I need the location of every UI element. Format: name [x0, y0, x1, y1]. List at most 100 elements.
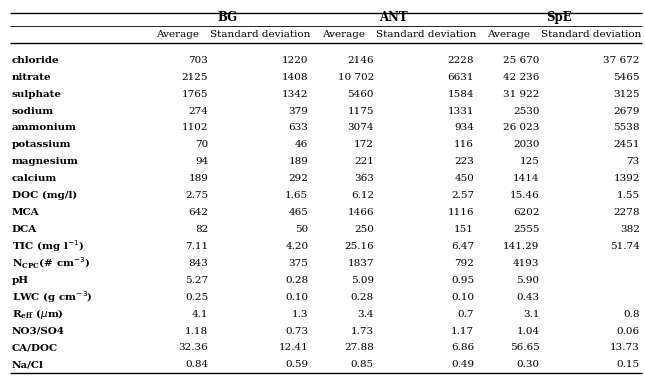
Text: 633: 633 [288, 123, 308, 133]
Text: 642: 642 [188, 208, 208, 217]
Text: 10 702: 10 702 [337, 73, 374, 82]
Text: 2228: 2228 [448, 56, 474, 65]
Text: 1116: 1116 [448, 208, 474, 217]
Text: 6.47: 6.47 [451, 242, 474, 251]
Text: 56.65: 56.65 [510, 344, 540, 352]
Text: 31 922: 31 922 [503, 90, 540, 99]
Text: Standard deviation: Standard deviation [210, 30, 310, 39]
Text: sulphate: sulphate [12, 90, 62, 99]
Text: 5.90: 5.90 [517, 276, 540, 285]
Text: 27.88: 27.88 [344, 344, 374, 352]
Text: 37 672: 37 672 [604, 56, 640, 65]
Text: 363: 363 [354, 174, 374, 183]
Text: magnesium: magnesium [12, 157, 79, 166]
Text: 5.09: 5.09 [351, 276, 374, 285]
Text: Standard deviation: Standard deviation [376, 30, 476, 39]
Text: N$_{\mathregular{CPC}}$(# cm$^{-3}$): N$_{\mathregular{CPC}}$(# cm$^{-3}$) [12, 256, 90, 271]
Text: 2679: 2679 [613, 107, 640, 115]
Text: 1.3: 1.3 [292, 310, 308, 319]
Text: 250: 250 [354, 225, 374, 234]
Text: 1.55: 1.55 [617, 191, 640, 200]
Text: 1584: 1584 [448, 90, 474, 99]
Text: 172: 172 [354, 141, 374, 149]
Text: 6202: 6202 [513, 208, 540, 217]
Text: ammonium: ammonium [12, 123, 77, 133]
Text: 0.28: 0.28 [285, 276, 308, 285]
Text: 26 023: 26 023 [503, 123, 540, 133]
Text: 0.28: 0.28 [351, 293, 374, 302]
Text: chloride: chloride [12, 56, 59, 65]
Text: 1.04: 1.04 [517, 327, 540, 336]
Text: 25.16: 25.16 [344, 242, 374, 251]
Text: 0.10: 0.10 [285, 293, 308, 302]
Text: 94: 94 [195, 157, 208, 166]
Text: 223: 223 [454, 157, 474, 166]
Text: CA/DOC: CA/DOC [12, 344, 58, 352]
Text: 3.4: 3.4 [357, 310, 374, 319]
Text: 843: 843 [188, 259, 208, 268]
Text: 2146: 2146 [348, 56, 374, 65]
Text: 1102: 1102 [182, 123, 208, 133]
Text: 934: 934 [454, 123, 474, 133]
Text: 0.84: 0.84 [185, 360, 208, 370]
Text: 0.59: 0.59 [285, 360, 308, 370]
Text: 5465: 5465 [613, 73, 640, 82]
Text: 189: 189 [188, 174, 208, 183]
Text: 0.8: 0.8 [623, 310, 640, 319]
Text: 2.57: 2.57 [451, 191, 474, 200]
Text: 465: 465 [288, 208, 308, 217]
Text: 0.30: 0.30 [517, 360, 540, 370]
Text: 0.15: 0.15 [617, 360, 640, 370]
Text: SpE: SpE [546, 11, 571, 24]
Text: 2451: 2451 [613, 141, 640, 149]
Text: 1220: 1220 [282, 56, 308, 65]
Text: 5460: 5460 [348, 90, 374, 99]
Text: 379: 379 [288, 107, 308, 115]
Text: 1837: 1837 [348, 259, 374, 268]
Text: 82: 82 [195, 225, 208, 234]
Text: 1342: 1342 [282, 90, 308, 99]
Text: 703: 703 [188, 56, 208, 65]
Text: 125: 125 [520, 157, 540, 166]
Text: 2030: 2030 [513, 141, 540, 149]
Text: 51.74: 51.74 [610, 242, 640, 251]
Text: sodium: sodium [12, 107, 54, 115]
Text: 42 236: 42 236 [503, 73, 540, 82]
Text: 0.85: 0.85 [351, 360, 374, 370]
Text: 4.20: 4.20 [285, 242, 308, 251]
Text: calcium: calcium [12, 174, 57, 183]
Text: 0.06: 0.06 [617, 327, 640, 336]
Text: 116: 116 [454, 141, 474, 149]
Text: MCA: MCA [12, 208, 39, 217]
Text: Na/Cl: Na/Cl [12, 360, 43, 370]
Text: 15.46: 15.46 [510, 191, 540, 200]
Text: 1765: 1765 [182, 90, 208, 99]
Text: 1.17: 1.17 [451, 327, 474, 336]
Text: 1175: 1175 [348, 107, 374, 115]
Text: 7.11: 7.11 [185, 242, 208, 251]
Text: potassium: potassium [12, 141, 71, 149]
Text: 73: 73 [626, 157, 640, 166]
Text: 1331: 1331 [448, 107, 474, 115]
Text: 1.18: 1.18 [185, 327, 208, 336]
Text: 32.36: 32.36 [179, 344, 208, 352]
Text: 2.75: 2.75 [185, 191, 208, 200]
Text: 46: 46 [295, 141, 308, 149]
Text: 1466: 1466 [348, 208, 374, 217]
Text: 6.12: 6.12 [351, 191, 374, 200]
Text: 1.65: 1.65 [285, 191, 308, 200]
Text: 3074: 3074 [348, 123, 374, 133]
Text: 4.1: 4.1 [192, 310, 208, 319]
Text: 375: 375 [288, 259, 308, 268]
Text: 50: 50 [295, 225, 308, 234]
Text: 189: 189 [288, 157, 308, 166]
Text: NO3/SO4: NO3/SO4 [12, 327, 64, 336]
Text: 274: 274 [188, 107, 208, 115]
Text: 141.29: 141.29 [503, 242, 540, 251]
Text: 25 670: 25 670 [503, 56, 540, 65]
Text: 2530: 2530 [513, 107, 540, 115]
Text: 792: 792 [454, 259, 474, 268]
Text: 151: 151 [454, 225, 474, 234]
Text: ANT: ANT [379, 11, 408, 24]
Text: Average: Average [322, 30, 364, 39]
